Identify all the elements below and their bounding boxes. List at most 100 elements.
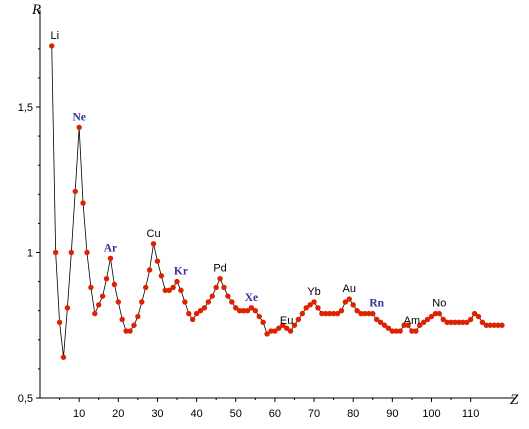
data-point bbox=[499, 322, 505, 328]
element-label: Cu bbox=[147, 228, 161, 240]
data-point bbox=[146, 267, 153, 273]
data-point bbox=[471, 310, 478, 317]
data-point bbox=[346, 296, 352, 302]
data-point bbox=[295, 316, 302, 323]
data-point bbox=[272, 328, 278, 334]
data-point bbox=[276, 325, 282, 331]
data-point bbox=[303, 305, 309, 311]
data-point bbox=[370, 310, 376, 317]
data-point bbox=[432, 310, 439, 317]
element-labels: Li Ne Ar Cu Kr Pd Xe Eu Yb Au Rn Am No bbox=[50, 30, 446, 327]
data-point bbox=[150, 241, 157, 247]
data-point bbox=[401, 322, 407, 328]
data-point bbox=[354, 308, 360, 314]
data-point bbox=[358, 310, 364, 317]
data-point bbox=[217, 275, 223, 282]
data-point bbox=[213, 284, 219, 291]
data-point bbox=[256, 313, 262, 320]
x-tick-label: 50 bbox=[230, 408, 242, 420]
x-tick-label: 30 bbox=[151, 408, 163, 420]
data-point bbox=[491, 322, 497, 328]
data-point bbox=[464, 319, 470, 326]
element-label: Eu bbox=[280, 315, 293, 327]
data-point bbox=[448, 319, 454, 326]
data-point bbox=[424, 316, 431, 323]
data-point bbox=[115, 299, 122, 305]
data-point bbox=[107, 255, 114, 262]
data-point bbox=[420, 319, 427, 326]
data-point bbox=[52, 249, 59, 256]
data-point bbox=[287, 328, 294, 334]
data-point bbox=[111, 281, 118, 288]
data-point bbox=[240, 308, 247, 314]
data-point bbox=[193, 310, 200, 317]
y-tick-label: 1 bbox=[27, 248, 33, 260]
element-label: Xe bbox=[245, 292, 258, 304]
data-point bbox=[350, 302, 356, 308]
data-point bbox=[467, 316, 474, 323]
data-point bbox=[456, 319, 462, 326]
data-point bbox=[373, 316, 380, 323]
data-point bbox=[397, 328, 403, 334]
data-point bbox=[283, 325, 290, 331]
element-label: Pd bbox=[213, 263, 226, 275]
data-point bbox=[186, 310, 192, 317]
data-point bbox=[264, 331, 270, 337]
element-label: Yb bbox=[307, 286, 320, 298]
element-label: No bbox=[432, 298, 446, 310]
data-point bbox=[475, 313, 482, 320]
data-point bbox=[131, 322, 137, 328]
data-point bbox=[487, 322, 493, 328]
data-point bbox=[197, 308, 204, 314]
axes bbox=[39, 10, 514, 399]
data-point bbox=[315, 305, 321, 311]
data-point bbox=[409, 328, 415, 334]
data-point bbox=[479, 319, 486, 326]
element-label: Li bbox=[50, 30, 59, 42]
data-point bbox=[460, 319, 466, 326]
data-point bbox=[495, 322, 501, 328]
data-point bbox=[417, 322, 423, 328]
data-point bbox=[84, 249, 90, 256]
data-point bbox=[413, 328, 419, 334]
element-label: Ne bbox=[72, 111, 85, 123]
data-point bbox=[405, 322, 411, 328]
data-point bbox=[327, 310, 333, 317]
y-axis-title: R bbox=[31, 2, 41, 18]
data-point bbox=[342, 299, 349, 305]
data-point bbox=[99, 293, 106, 299]
x-tick-label: 80 bbox=[347, 408, 359, 420]
data-point bbox=[166, 287, 172, 294]
data-point bbox=[483, 322, 490, 328]
x-tick-label: 20 bbox=[112, 408, 124, 420]
data-point bbox=[291, 322, 298, 328]
data-point bbox=[444, 319, 450, 326]
data-point bbox=[162, 287, 168, 294]
data-point bbox=[170, 284, 176, 291]
data-point bbox=[338, 308, 345, 314]
x-tick-label: 100 bbox=[422, 408, 440, 420]
data-point bbox=[260, 319, 266, 326]
element-label: Ar bbox=[104, 242, 117, 254]
data-point bbox=[362, 310, 368, 317]
data-point bbox=[299, 310, 306, 317]
element-label: Kr bbox=[174, 266, 188, 278]
data-point bbox=[248, 305, 255, 311]
data-point bbox=[452, 319, 458, 326]
y-ticks: 0,5 1 1,5 bbox=[18, 48, 40, 405]
y-tick-label: 1,5 bbox=[18, 102, 33, 114]
data-point bbox=[209, 293, 215, 299]
data-point bbox=[201, 305, 208, 311]
data-point bbox=[96, 302, 102, 308]
data-point bbox=[49, 43, 55, 49]
data-point bbox=[154, 258, 161, 264]
data-point bbox=[135, 313, 141, 320]
data-point bbox=[178, 287, 184, 294]
data-point bbox=[123, 328, 129, 334]
data-point bbox=[311, 299, 317, 305]
x-tick-label: 110 bbox=[462, 408, 480, 420]
data-point bbox=[377, 319, 384, 326]
data-point bbox=[229, 299, 235, 305]
y-tick-label: 0,5 bbox=[18, 393, 33, 405]
x-tick-label: 60 bbox=[269, 408, 281, 420]
